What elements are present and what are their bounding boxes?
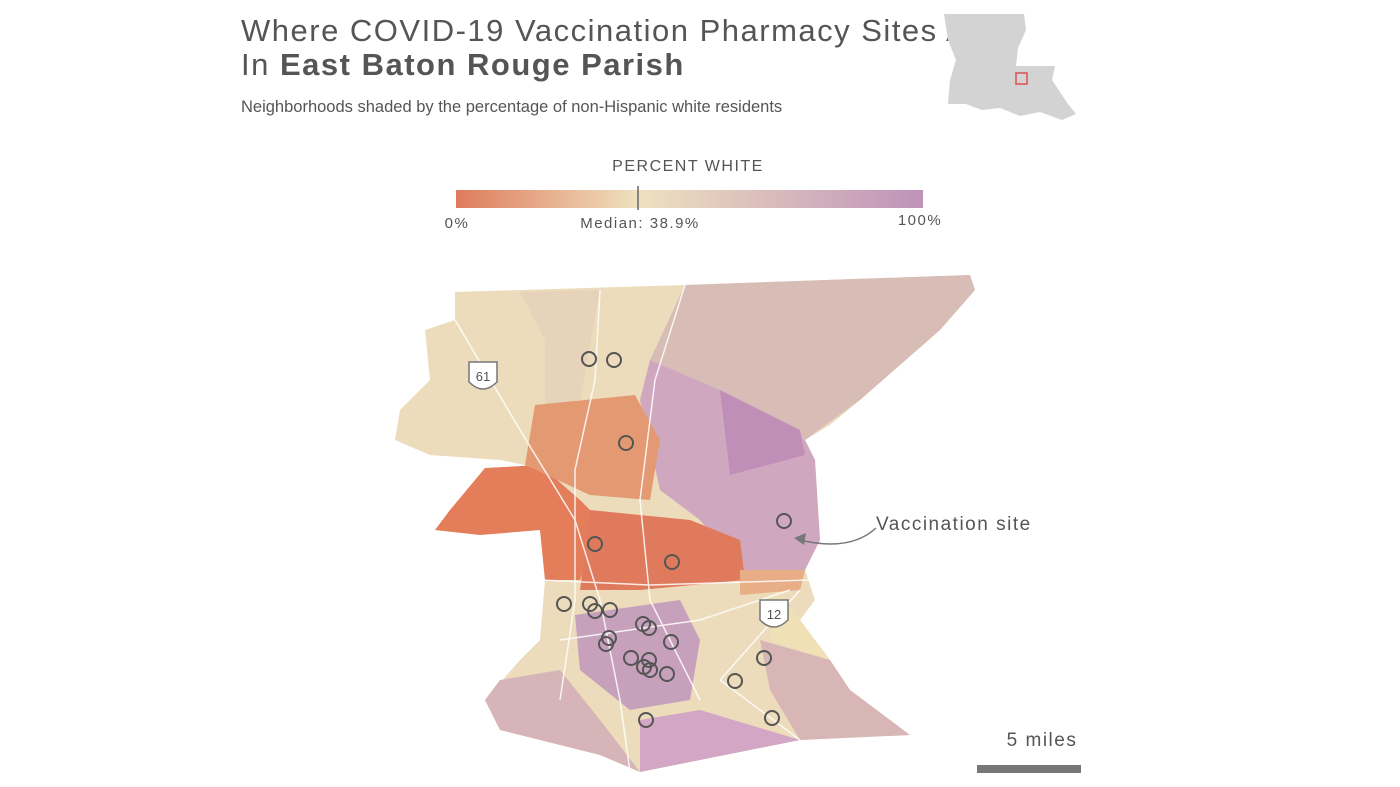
title-prefix: In: [241, 47, 270, 82]
annotation-arrow: [799, 527, 877, 545]
highway-label: 61: [476, 369, 490, 384]
title-line1: Where COVID-19 Vaccination Pharmacy Site…: [241, 13, 999, 48]
legend-median: Median: 38.9%: [580, 215, 700, 232]
highway-shield: 61: [468, 361, 498, 390]
legend-max: 100%: [898, 212, 942, 229]
legend-min: 0%: [445, 215, 470, 232]
scale-label: 5 miles: [1007, 730, 1078, 751]
vaccination-sites: [556, 351, 792, 728]
subtitle: Neighborhoods shaded by the percentage o…: [241, 98, 782, 116]
title-emphasis: East Baton Rouge Parish: [280, 47, 685, 82]
parish-map: [395, 275, 975, 773]
state-inset: [944, 14, 1076, 120]
legend-gradient: [456, 190, 923, 208]
title-line2: In East Baton Rouge Parish: [241, 47, 685, 82]
highway-shield: 12: [759, 599, 789, 628]
highway-label: 12: [767, 607, 781, 622]
annotation: Vaccination site: [876, 514, 1032, 535]
legend-title: PERCENT WHITE: [612, 158, 764, 175]
arrow-head: [794, 533, 806, 545]
scale-bar: [977, 765, 1081, 773]
